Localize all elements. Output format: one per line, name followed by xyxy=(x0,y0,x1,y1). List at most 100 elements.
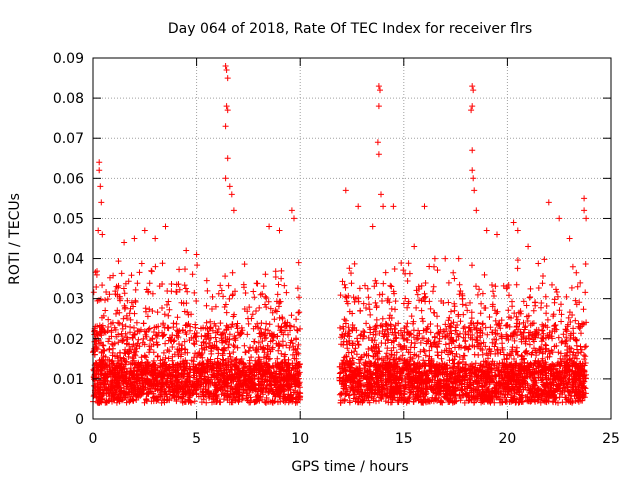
roti-point xyxy=(531,299,538,306)
roti-point xyxy=(278,267,285,274)
roti-point xyxy=(215,290,222,297)
roti-point xyxy=(274,291,281,298)
roti-point xyxy=(406,270,413,277)
roti-point xyxy=(159,305,165,311)
roti-point xyxy=(164,288,171,294)
roti-point xyxy=(90,289,97,296)
roti-point xyxy=(226,331,233,338)
roti-point xyxy=(262,326,269,333)
roti-point xyxy=(354,335,361,342)
roti-point xyxy=(262,293,269,300)
roti-point xyxy=(191,341,198,348)
roti-point xyxy=(102,297,108,304)
roti-point xyxy=(226,350,233,357)
roti-point xyxy=(271,316,278,323)
roti-point xyxy=(226,295,233,302)
roti-point xyxy=(442,341,449,348)
roti-point xyxy=(154,342,161,349)
roti-point xyxy=(250,325,257,332)
roti-point xyxy=(127,324,134,330)
roti-point xyxy=(241,261,248,268)
roti-point xyxy=(417,339,424,346)
roti-point xyxy=(414,291,421,298)
roti-point xyxy=(477,310,484,317)
roti-point xyxy=(351,298,358,305)
roti-point xyxy=(582,261,589,267)
roti-point xyxy=(509,303,516,310)
roti-point xyxy=(245,320,252,327)
roti-point xyxy=(100,391,107,397)
roti-point xyxy=(379,315,386,322)
roti-point xyxy=(278,323,285,330)
roti-point xyxy=(282,351,289,358)
roti-point xyxy=(129,335,136,341)
roti-point xyxy=(165,355,172,362)
roti-point xyxy=(241,342,248,349)
roti-point xyxy=(194,262,201,269)
roti-point xyxy=(208,390,215,397)
roti-point xyxy=(130,341,137,348)
roti-point xyxy=(540,273,546,279)
roti-point xyxy=(203,277,210,284)
roti-point xyxy=(203,319,210,326)
roti-point xyxy=(387,282,394,289)
roti-point xyxy=(514,265,521,272)
roti-point xyxy=(181,308,188,315)
roti-point xyxy=(241,306,248,312)
roti-point xyxy=(127,316,134,323)
roti-point xyxy=(207,318,214,325)
roti-point xyxy=(165,298,172,305)
roti-point xyxy=(109,319,116,326)
roti-point xyxy=(183,300,190,307)
roti-point xyxy=(392,306,398,313)
roti-point xyxy=(164,347,171,353)
roti-point xyxy=(105,324,112,330)
roti-point xyxy=(103,289,110,295)
roti-point xyxy=(149,308,156,314)
roti-point xyxy=(102,307,109,314)
roti-point xyxy=(99,282,106,289)
roti-point xyxy=(256,304,263,311)
roti-point xyxy=(421,348,428,355)
roti-point xyxy=(245,348,252,354)
roti-point xyxy=(578,330,584,337)
roti-point xyxy=(109,361,116,368)
roti-point xyxy=(500,282,507,289)
roti-point xyxy=(288,312,295,319)
roti-point xyxy=(410,398,417,405)
roti-point xyxy=(543,303,550,309)
roti-point xyxy=(167,337,174,344)
roti-point xyxy=(581,344,588,351)
roti-point xyxy=(93,284,100,290)
roti-point xyxy=(121,305,128,312)
roti-point xyxy=(426,263,433,270)
roti-point xyxy=(435,352,441,359)
roti-point xyxy=(122,323,129,330)
roti-point xyxy=(146,280,153,287)
roti-point xyxy=(295,259,302,266)
roti-point xyxy=(119,321,126,328)
roti-point xyxy=(260,283,267,290)
roti-point xyxy=(278,275,285,282)
roti-point xyxy=(438,355,445,362)
roti-point xyxy=(459,301,466,308)
roti-point xyxy=(207,339,213,346)
roti-point xyxy=(351,260,358,267)
roti-point xyxy=(269,309,276,316)
roti-point xyxy=(362,282,368,289)
roti-point xyxy=(479,321,486,328)
roti-point xyxy=(582,353,589,360)
roti-point xyxy=(131,324,137,331)
roti-point xyxy=(427,305,434,312)
roti-point xyxy=(138,260,145,267)
roti-point xyxy=(229,269,236,276)
roti-point xyxy=(253,308,259,314)
roti-point xyxy=(342,317,349,324)
roti-point xyxy=(115,393,122,400)
roti-point xyxy=(382,269,389,276)
roti-point xyxy=(366,306,373,313)
roti-point xyxy=(391,266,398,272)
roti-point xyxy=(189,271,196,278)
roti-point xyxy=(130,331,137,338)
